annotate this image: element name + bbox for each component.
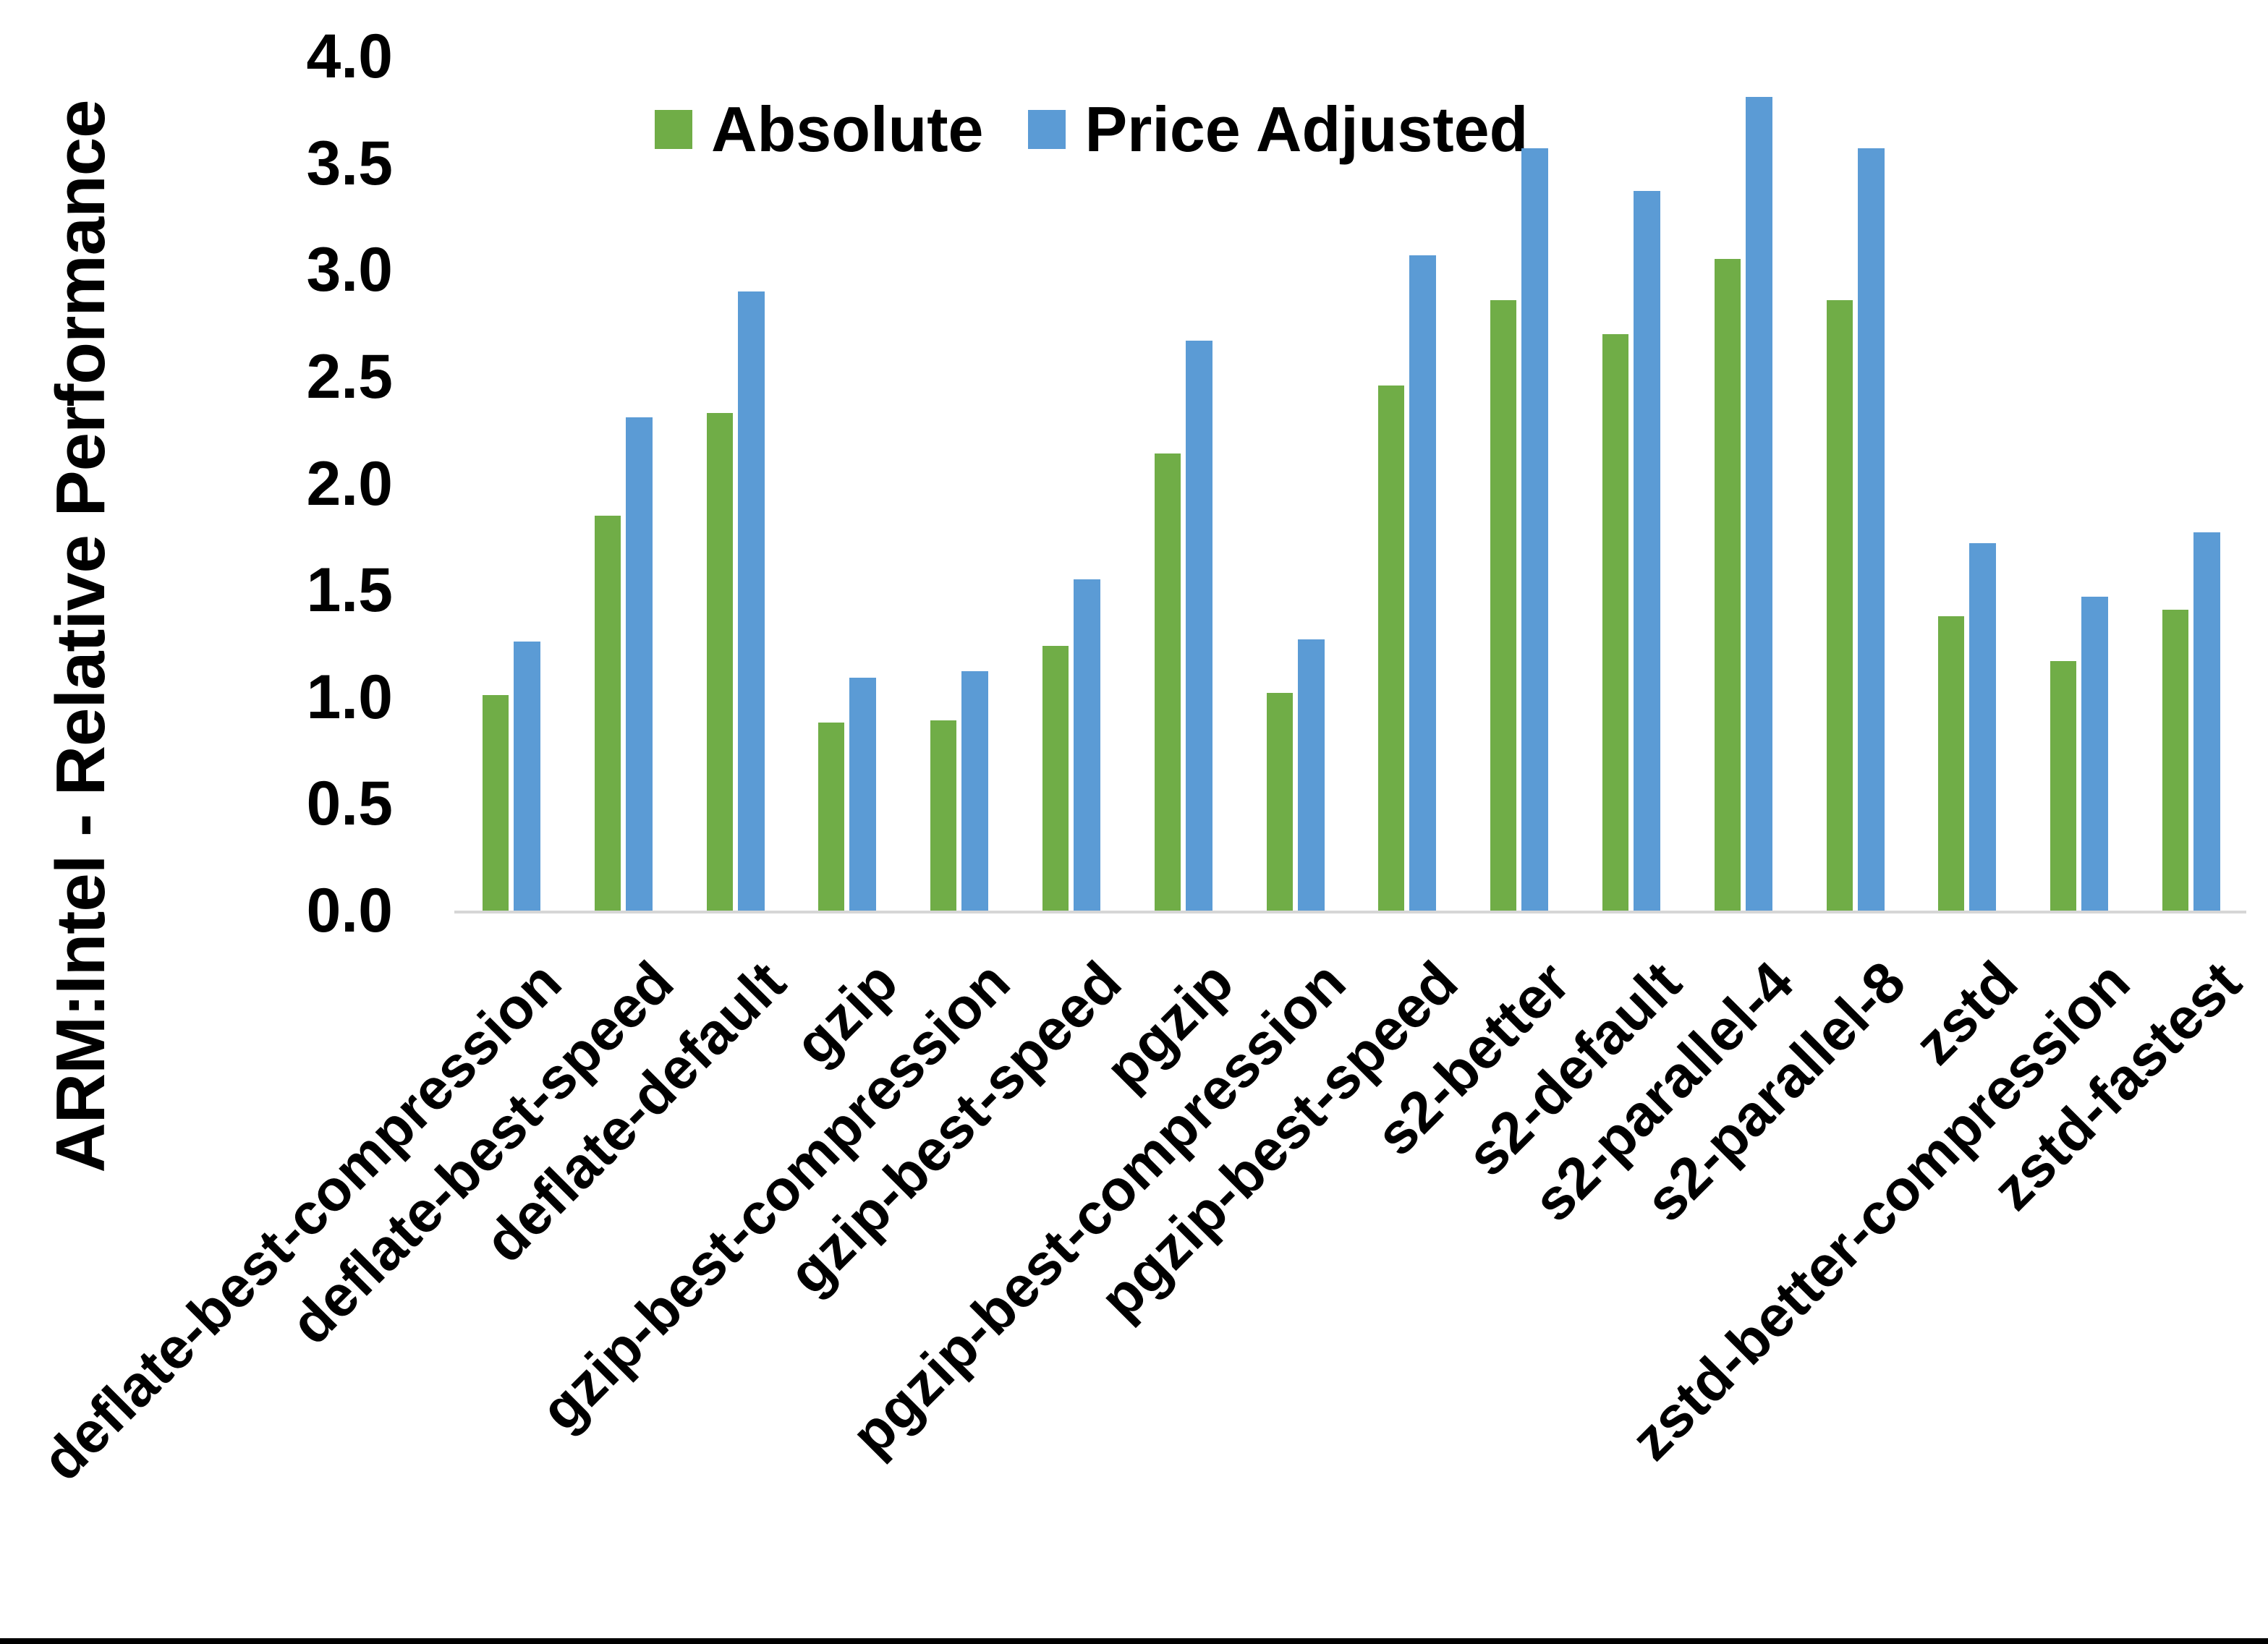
legend-label-price-adjusted: Price Adjusted: [1084, 93, 1529, 165]
y-tick-label-2.5: 2.5: [306, 342, 393, 412]
bar-price-adjusted: [625, 417, 653, 911]
bar-group-s2-default: [1574, 56, 1686, 911]
bar-absolute: [2162, 610, 2188, 911]
bar-absolute: [1602, 334, 1628, 911]
bar-group-gzip-best-compression: [902, 56, 1014, 911]
bar-price-adjusted: [1969, 543, 1997, 911]
bar-price-adjusted: [1745, 97, 1772, 911]
bar-price-adjusted: [849, 678, 877, 911]
plot-area: [454, 56, 2246, 913]
legend-item-absolute: Absolute: [655, 93, 983, 166]
bar-absolute: [1042, 646, 1069, 911]
bar-price-adjusted: [1857, 148, 1885, 911]
bar-group-pgzip: [1126, 56, 1239, 911]
bar-group-gzip-best-speed: [1014, 56, 1126, 911]
bar-absolute: [1378, 386, 1405, 911]
bar-group-s2-parallel-8: [1798, 56, 1911, 911]
bar-group-zstd-fastest: [2134, 56, 2246, 911]
bar-group-gzip: [790, 56, 902, 911]
bar-group-s2-parallel-4: [1686, 56, 1798, 911]
y-tick-label-2.0: 2.0: [306, 449, 393, 519]
bar-absolute: [706, 413, 733, 911]
legend-label-absolute: Absolute: [711, 93, 984, 165]
bar-group-zstd-better-compression: [2022, 56, 2134, 911]
y-tick-label-3.5: 3.5: [306, 129, 393, 198]
legend-item-price-adjusted: Price Adjusted: [1028, 93, 1528, 166]
bar-group-deflate-best-compression: [454, 56, 566, 911]
bar-group-deflate-default: [679, 56, 791, 911]
bar-price-adjusted: [1409, 255, 1437, 911]
legend-swatch-price-adjusted-icon: [1028, 110, 1066, 149]
y-tick-label-1.0: 1.0: [306, 663, 393, 732]
bar-price-adjusted: [1634, 191, 1660, 911]
y-tick-label-4.0: 4.0: [306, 22, 393, 91]
y-tick-label-1.5: 1.5: [306, 555, 393, 625]
bar-group-deflate-best-speed: [566, 56, 679, 911]
bar-absolute: [1826, 300, 1853, 911]
bar-absolute: [1266, 693, 1293, 911]
bar-price-adjusted: [2081, 597, 2109, 911]
y-tick-label-0.5: 0.5: [306, 769, 393, 838]
bar-group-s2-better: [1462, 56, 1574, 911]
bar-price-adjusted: [1074, 579, 1100, 911]
legend-swatch-absolute-icon: [655, 110, 692, 149]
y-tick-label-3.0: 3.0: [306, 235, 393, 304]
bar-absolute: [594, 516, 621, 911]
bar-absolute: [2050, 661, 2077, 911]
legend: Absolute Price Adjusted: [655, 93, 1528, 166]
window-bottom-border: [0, 1638, 2268, 1644]
bar-price-adjusted: [514, 642, 540, 911]
bar-price-adjusted: [2193, 532, 2220, 911]
y-axis-title-text: ARM:Intel - Relative Performance: [42, 100, 119, 1173]
bar-absolute: [1154, 453, 1181, 911]
bar-group-pgzip-best-speed: [1350, 56, 1462, 911]
bar-price-adjusted: [1297, 639, 1325, 911]
bar-price-adjusted: [737, 291, 765, 911]
bar-absolute: [1938, 616, 1965, 911]
bar-absolute: [1714, 259, 1741, 911]
bar-price-adjusted: [1185, 341, 1212, 911]
bar-price-adjusted: [961, 671, 989, 911]
bar-absolute: [930, 720, 957, 911]
bar-price-adjusted: [1521, 148, 1549, 911]
bar-group-zstd: [1910, 56, 2022, 911]
y-tick-label-0.0: 0.0: [306, 876, 393, 945]
bar-absolute: [1490, 300, 1517, 911]
bar-absolute: [818, 723, 845, 911]
bar-group-pgzip-best-compression: [1239, 56, 1351, 911]
bar-absolute: [483, 695, 509, 911]
